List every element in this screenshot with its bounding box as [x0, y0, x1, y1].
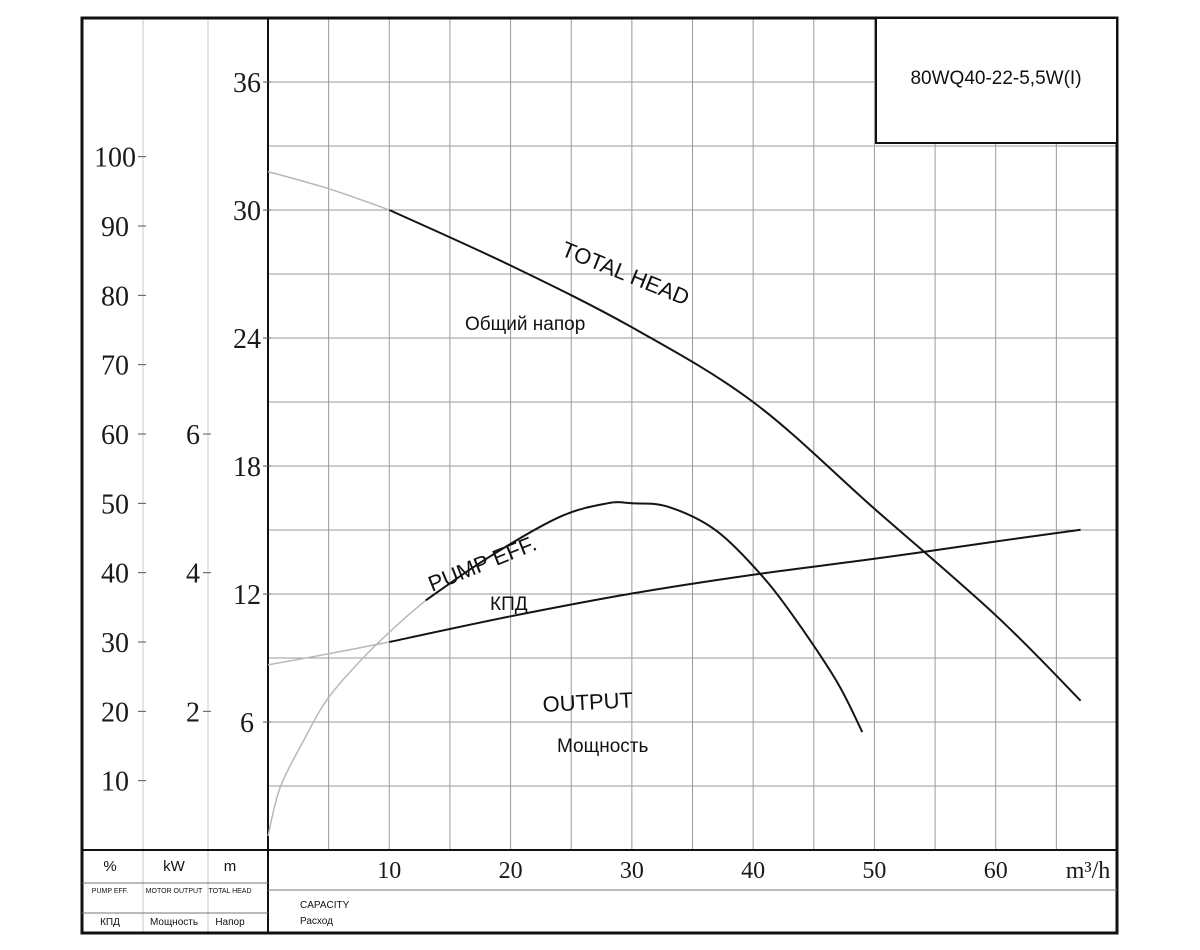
output-curve-label-ru: Мощность [557, 736, 649, 757]
eff-axis-subtitle: PUMP EFF. [92, 888, 128, 895]
x-axis-title-ru: Расход [300, 916, 333, 927]
eff-tick-label: 20 [101, 697, 129, 728]
eff-tick-label: 30 [101, 628, 129, 659]
power-tick-label: 4 [186, 559, 200, 590]
head-tick-label: 12 [233, 580, 261, 611]
head-curve [388, 209, 1082, 702]
power-axis-subtitle: MOTOR OUTPUT [146, 888, 203, 895]
curves [267, 170, 1082, 837]
axis-ticks: 10 20 30 40 50 601020304050607080901002466121… [94, 68, 1008, 884]
grid [268, 18, 1117, 850]
x-tick-label: 60 [984, 858, 1008, 884]
head-tick-label: 36 [233, 68, 261, 99]
head-unit-label: m [224, 858, 237, 875]
head-axis-subtitle-ru: Напор [215, 917, 245, 928]
eff-tick-label: 60 [101, 420, 129, 451]
head-tick-label: 18 [233, 452, 261, 483]
x-tick-label: 10 [377, 858, 401, 884]
x-axis-unit: m³/h [1066, 858, 1111, 884]
x-tick-label: 50 [862, 858, 886, 884]
eff-curve-extension [267, 599, 427, 837]
eff-tick-label: 50 [101, 489, 129, 520]
head-axis-subtitle: TOTAL HEAD [208, 888, 251, 895]
x-axis-title: CAPACITY [300, 900, 350, 911]
power-tick-label: 2 [186, 697, 200, 728]
eff-curve [425, 501, 864, 733]
x-tick-label: 20 [499, 858, 523, 884]
outer-border [80, 16, 1119, 935]
eff-tick-label: 80 [101, 281, 129, 312]
eff-tick-label: 90 [101, 212, 129, 243]
output-curve-label: OUTPUT [542, 687, 634, 717]
head-tick-label: 24 [233, 324, 261, 355]
power-axis-subtitle-ru: Мощность [150, 917, 198, 928]
eff-tick-label: 100 [94, 143, 136, 174]
eff-tick-label: 70 [101, 351, 129, 382]
eff-tick-label: 40 [101, 559, 129, 590]
output-curve-extension [267, 641, 390, 666]
head-curve-extension [267, 170, 390, 211]
output-curve [389, 528, 1081, 643]
model-box [875, 17, 1118, 144]
eff-curve-label-ru: КПД [490, 594, 528, 615]
model-label: 80WQ40-22-5,5W(I) [910, 68, 1081, 89]
eff-axis-subtitle-ru: КПД [100, 917, 120, 928]
head-curve-label-ru: Общий напор [465, 314, 585, 335]
eff-tick-label: 10 [101, 767, 129, 798]
power-tick-label: 6 [186, 420, 200, 451]
head-tick-label: 30 [233, 196, 261, 227]
power-unit-label: kW [163, 858, 186, 875]
x-tick-label: 30 [620, 858, 644, 884]
x-tick-label: 40 [741, 858, 765, 884]
head-tick-label: 6 [240, 708, 254, 739]
eff-unit-label: % [103, 858, 116, 875]
